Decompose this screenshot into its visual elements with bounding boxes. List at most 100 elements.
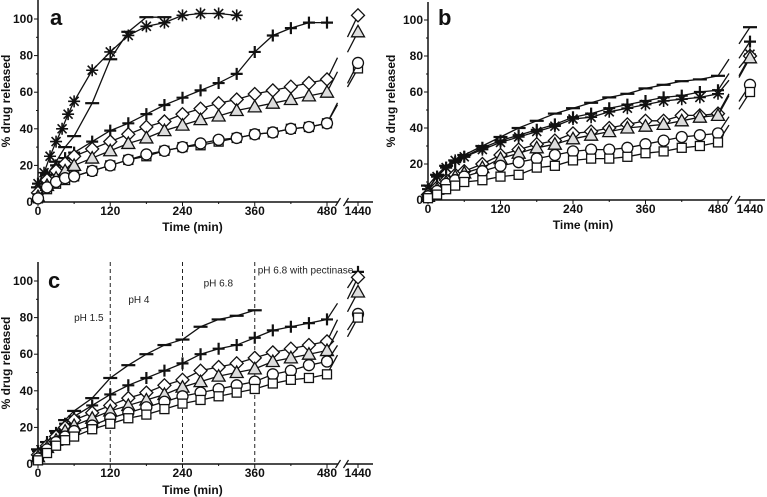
asterisk-marker — [158, 16, 171, 29]
y-tick-label: 100 — [13, 12, 33, 26]
series-break-line — [738, 41, 751, 59]
square-marker — [640, 148, 651, 159]
asterisk-marker — [431, 170, 444, 183]
series-square — [32, 312, 364, 466]
square-marker — [123, 413, 134, 424]
panel-a: 0 20 40 60 80 100 0 120 240 360 480 1440 Time (min)%… — [0, 0, 373, 234]
asterisk-marker — [585, 111, 598, 124]
square-marker — [459, 176, 470, 188]
panel-c: 0 20 40 60 80 100 0 120 240 360 480 1440 Time (min)%… — [0, 262, 373, 497]
asterisk-marker — [68, 95, 81, 108]
plus-marker — [194, 84, 207, 97]
plus-marker — [194, 348, 207, 361]
asterisk-marker — [693, 91, 706, 104]
square-marker — [59, 435, 71, 446]
square-marker — [694, 140, 706, 152]
plus-marker — [212, 77, 225, 90]
y-tick-label: 20 — [20, 158, 34, 172]
asterisk-marker — [548, 120, 561, 133]
circle-marker — [86, 164, 99, 178]
square-marker — [285, 374, 297, 385]
square-marker — [712, 137, 724, 148]
circle-marker — [494, 159, 507, 172]
square-marker — [195, 394, 206, 406]
circle-marker — [104, 159, 117, 172]
triangle-marker — [120, 135, 136, 150]
x-tick-label: 360 — [635, 202, 655, 216]
plus-marker — [284, 320, 297, 333]
asterisk-marker — [675, 93, 688, 106]
diamond-marker — [350, 269, 366, 285]
triangle-marker — [192, 111, 209, 126]
square-marker — [303, 372, 315, 384]
square-marker — [141, 409, 152, 420]
x-tick-label: 120 — [490, 202, 510, 216]
x-tick-label: 480 — [317, 466, 337, 480]
square-marker — [513, 169, 524, 180]
triangle-marker — [674, 112, 690, 127]
asterisk-marker — [44, 150, 57, 163]
plus-marker — [744, 35, 756, 48]
square-marker — [744, 86, 756, 98]
x-axis-label: Time (min) — [553, 218, 613, 232]
circle-marker — [176, 140, 189, 154]
series-diamond — [420, 48, 758, 203]
triangle-marker — [247, 361, 263, 375]
asterisk-marker — [176, 9, 189, 22]
triangle-marker — [742, 49, 758, 64]
diamond-marker — [283, 79, 299, 95]
phase-annotation: pH 4 — [128, 295, 150, 306]
asterisk-marker — [62, 108, 75, 121]
square-marker — [431, 189, 443, 200]
series-circle — [31, 56, 365, 205]
triangle-marker — [174, 117, 191, 131]
square-marker — [622, 151, 633, 162]
square-marker — [159, 403, 170, 415]
y-axis-label: % drug released — [0, 55, 13, 148]
x-tick-label: 240 — [563, 202, 583, 216]
y-tick-label: 20 — [20, 420, 34, 434]
triangle-marker — [211, 108, 227, 122]
y-tick-label: 100 — [13, 274, 33, 288]
series-break-line — [326, 302, 339, 320]
x-tick-label: 240 — [172, 466, 192, 480]
triangle-marker — [265, 353, 281, 368]
y-tick-label: 60 — [20, 85, 34, 99]
triangle-marker — [211, 368, 227, 382]
asterisk-marker — [122, 29, 135, 42]
triangle-marker — [565, 130, 581, 145]
plus-marker — [284, 22, 297, 35]
axis-break-icon — [334, 197, 350, 207]
panel-label: a — [50, 5, 63, 30]
triangle-marker — [283, 350, 299, 364]
triangle-marker — [710, 107, 726, 122]
circle-marker — [284, 364, 298, 377]
triangle-marker — [229, 102, 245, 117]
plus-marker — [122, 379, 135, 392]
y-tick-label: 20 — [410, 157, 424, 171]
asterisk-marker — [194, 7, 207, 20]
plus-marker — [266, 324, 279, 337]
series-break-line — [738, 26, 751, 45]
asterisk-marker — [50, 135, 63, 148]
triangle-marker — [84, 150, 100, 164]
triangle-marker — [583, 127, 599, 141]
circle-marker — [657, 134, 670, 147]
circle-marker — [320, 355, 334, 368]
circle-marker — [320, 117, 334, 130]
square-marker — [87, 424, 98, 435]
y-tick-label: 80 — [20, 49, 34, 63]
circle-marker — [302, 359, 316, 372]
diamond-marker — [301, 75, 317, 91]
asterisk-marker — [621, 102, 634, 115]
x-tick-label: 1440 — [737, 202, 764, 216]
square-marker — [604, 153, 615, 164]
axis-break-icon — [726, 195, 741, 205]
square-marker — [32, 455, 44, 466]
phase-annotation: pH 6.8 — [204, 278, 234, 289]
square-marker — [531, 162, 542, 173]
series-break-line — [717, 58, 730, 77]
triangle-marker — [102, 142, 118, 157]
asterisk-marker — [104, 45, 117, 58]
